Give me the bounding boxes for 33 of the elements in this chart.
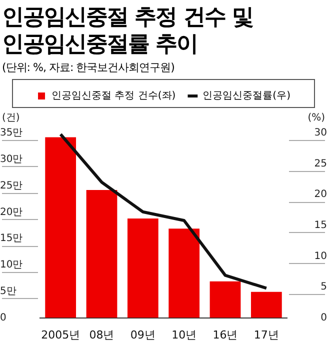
legend-label: 인공임신중절 추정 건수(좌) — [52, 90, 176, 102]
y2-tick-label: 0 — [320, 312, 327, 324]
y-tick-label: 25만 — [0, 180, 23, 192]
chart-subtitle: (단위: %, 자료: 한국보건사회연구원) — [2, 60, 176, 75]
bar — [45, 137, 76, 318]
x-tick-label: 09년 — [130, 328, 156, 342]
bar — [210, 281, 241, 318]
y2-tick-label: 30 — [314, 128, 327, 139]
y2-tick-label: 20 — [314, 189, 327, 200]
y2-tick-label: 25 — [314, 158, 327, 170]
y-tick-label: 5만 — [0, 286, 16, 297]
y-tick-label: 15만 — [0, 233, 23, 244]
x-tick-label: 16년 — [212, 328, 238, 342]
y2-axis-title: (%) — [308, 112, 326, 124]
y2-tick-label: 15 — [314, 220, 327, 231]
bar — [168, 228, 200, 318]
x-tick-label: 10년 — [172, 328, 197, 342]
x-tick-label: 08년 — [89, 328, 114, 342]
bar — [127, 218, 158, 318]
y-tick-label: 0 — [0, 312, 6, 324]
y-tick-label: 10만 — [0, 260, 23, 271]
bar — [250, 292, 282, 318]
x-tick-label: 2005년 — [41, 328, 80, 342]
chart-title: 인공임신중절 추정 건수 및 인공임신중절률 추이 — [2, 4, 254, 58]
y-tick-label: 30만 — [0, 154, 23, 165]
legend-label: 인공임신중절률(우) — [202, 90, 291, 102]
y-tick-label: 20만 — [0, 206, 23, 218]
y2-tick-label: 5 — [320, 282, 327, 293]
bar — [86, 190, 118, 318]
y-tick-label: 35만 — [0, 128, 23, 139]
y2-tick-label: 10 — [314, 250, 327, 262]
x-tick-label: 17년 — [254, 328, 279, 342]
y-axis-title: (건) — [2, 112, 20, 124]
